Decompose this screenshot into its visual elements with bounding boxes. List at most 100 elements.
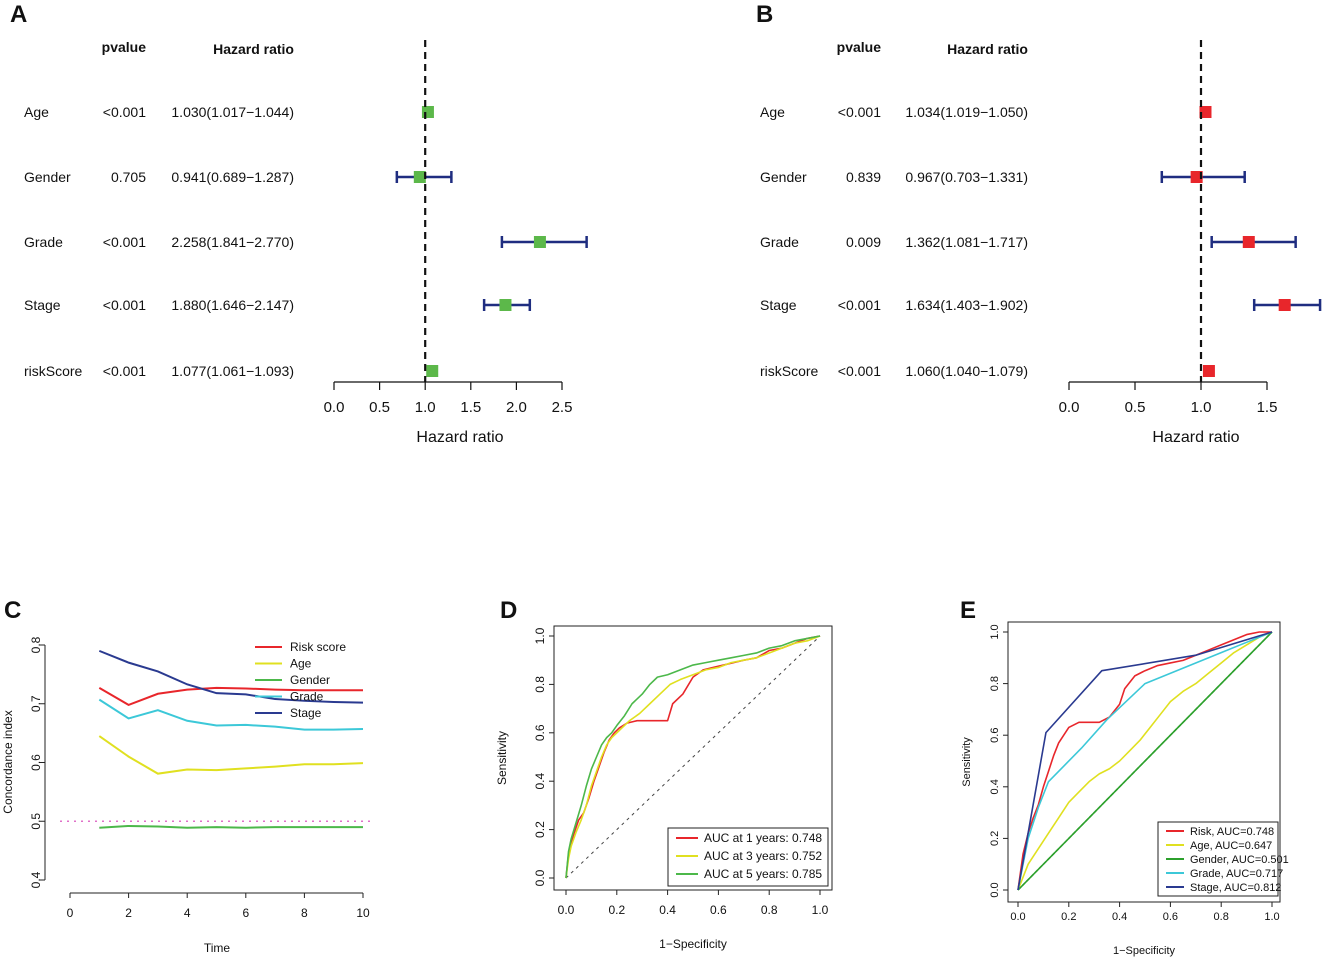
x-tick-label: 1.0 [812, 903, 829, 917]
row-pvalue: 0.009 [846, 234, 881, 250]
legend-entry: Age, AUC=0.647 [1190, 840, 1272, 852]
row-label: Stage [24, 297, 61, 313]
x-tick-label: 0.5 [1125, 399, 1146, 416]
row-pvalue: <0.001 [103, 104, 146, 120]
series-line [98, 686, 363, 707]
row-hazard-ratio: 1.030(1.017−1.044) [171, 104, 294, 120]
hazard-ratio-header: Hazard ratio [947, 41, 1028, 57]
row-label: Age [24, 104, 49, 120]
hr-marker [1278, 299, 1291, 311]
y-tick-label: 0.4 [533, 773, 547, 790]
x-tick-label: 0.6 [1163, 911, 1178, 923]
x-tick-label: 0.2 [608, 903, 625, 917]
x-tick-label: 0.8 [1214, 911, 1229, 923]
legend-entry: Gender [290, 673, 330, 687]
y-tick-label: 0.6 [533, 724, 547, 741]
hr-marker [421, 106, 434, 118]
legend-entry: Risk score [290, 640, 346, 654]
hr-marker [413, 171, 426, 183]
row-label: riskScore [760, 363, 819, 379]
x-axis-label: Hazard ratio [416, 429, 503, 446]
roc-curve [565, 635, 821, 879]
x-tick-label: 0.8 [761, 903, 778, 917]
row-pvalue: <0.001 [838, 297, 881, 313]
x-tick-label: 6 [242, 906, 249, 920]
row-pvalue: <0.001 [103, 234, 146, 250]
y-tick-label: 0.2 [533, 821, 547, 838]
roc-plot: 0.0 0.0 0.2 0.2 0.4 0.4 0.6 0.6 0.8 0.8 1.0 1.0 1−Sp… [961, 621, 1289, 957]
x-tick-label: 0.0 [558, 903, 575, 917]
concordance-plot: 0.4 0.5 0.6 0.7 0.8 0 2 4 6 8 10 Time Concordance in… [1, 636, 370, 955]
diagonal-reference [565, 635, 821, 879]
row-label: Grade [760, 234, 799, 250]
x-tick-label: 1.0 [1264, 911, 1279, 923]
y-axis-label: Sensitivity [495, 731, 509, 785]
legend-entry: AUC at 3 years: 0.752 [704, 849, 822, 863]
legend-entry: Grade, AUC=0.717 [1190, 868, 1283, 880]
x-axis-label: Time [204, 941, 231, 955]
x-tick-label: 0.4 [659, 903, 676, 917]
y-axis-label: Concordance index [1, 710, 15, 813]
row-hazard-ratio: 0.967(0.703−1.331) [905, 169, 1028, 185]
row-pvalue: <0.001 [838, 363, 881, 379]
row-pvalue: 0.705 [111, 169, 146, 185]
roc-curve [1017, 631, 1273, 891]
panel-d: D 0.0 0.0 0.2 0.2 0.4 0.4 0.6 0.6 0.8 0.8 1.0 1.0 1−… [495, 597, 833, 951]
series-line [99, 824, 363, 829]
y-tick-label: 0.0 [989, 882, 1001, 897]
row-hazard-ratio: 1.634(1.403−1.902) [905, 297, 1028, 313]
forest-table: pvalue Hazard ratio Age <0.001 1.030(1.017−1… [24, 39, 294, 379]
x-tick-label: 8 [301, 906, 308, 920]
y-tick-label: 1.0 [533, 627, 547, 644]
hr-marker [426, 365, 439, 377]
x-tick-label: 0.0 [324, 399, 345, 416]
row-pvalue: 0.839 [846, 169, 881, 185]
legend-entry: Gender, AUC=0.501 [1190, 854, 1289, 866]
x-tick-label: 1.5 [1257, 399, 1278, 416]
panel-a-label: A [10, 1, 27, 28]
panel-d-label: D [500, 597, 517, 624]
y-tick-label: 0.8 [533, 676, 547, 693]
roc-curve [1017, 631, 1273, 891]
forest-table: pvalue Hazard ratio Age <0.001 1.034(1.019−1… [760, 39, 1028, 379]
legend-entry: AUC at 1 years: 0.748 [704, 831, 822, 845]
forest-plot: 0.0 0.5 1.0 1.5 Hazard ratio [1059, 40, 1322, 446]
roc-curve [1017, 631, 1273, 891]
row-label: Grade [24, 234, 63, 250]
x-tick-label: 10 [356, 906, 370, 920]
y-tick-label: 1.0 [989, 624, 1001, 639]
hr-marker [499, 299, 512, 311]
series-line [98, 698, 364, 731]
series-line [98, 735, 364, 775]
x-tick-label: 1.5 [460, 399, 481, 416]
y-tick-label: 0.8 [29, 636, 43, 653]
hr-marker [1202, 365, 1215, 377]
y-axis-label: Sensitivity [961, 737, 973, 787]
x-tick-label: 1.0 [1191, 399, 1212, 416]
row-label: Gender [760, 169, 807, 185]
y-tick-label: 0.4 [989, 779, 1001, 794]
hazard-ratio-header: Hazard ratio [213, 41, 294, 57]
panel-b: B pvalue Hazard ratio Age <0.001 1.034(1.019… [756, 1, 1322, 446]
y-tick-label: 0.0 [533, 869, 547, 886]
panel-c-label: C [4, 597, 21, 624]
hr-marker [1242, 236, 1255, 248]
x-axis-label: 1−Specificity [659, 937, 727, 951]
panel-e-label: E [960, 597, 976, 624]
legend-entry: Stage [290, 706, 322, 720]
row-hazard-ratio: 0.941(0.689−1.287) [171, 169, 294, 185]
row-label: Age [760, 104, 785, 120]
legend-entry: Age [290, 657, 312, 671]
row-hazard-ratio: 1.060(1.040−1.079) [905, 363, 1028, 379]
x-tick-label: 0.0 [1010, 911, 1025, 923]
roc-curve [1017, 631, 1273, 891]
x-tick-label: 0.5 [369, 399, 390, 416]
row-pvalue: <0.001 [103, 297, 146, 313]
y-tick-label: 0.4 [29, 871, 43, 888]
x-tick-label: 0.4 [1112, 911, 1127, 923]
row-hazard-ratio: 1.880(1.646−2.147) [171, 297, 294, 313]
row-hazard-ratio: 1.077(1.061−1.093) [171, 363, 294, 379]
row-label: Gender [24, 169, 71, 185]
y-tick-label: 0.5 [29, 813, 43, 830]
